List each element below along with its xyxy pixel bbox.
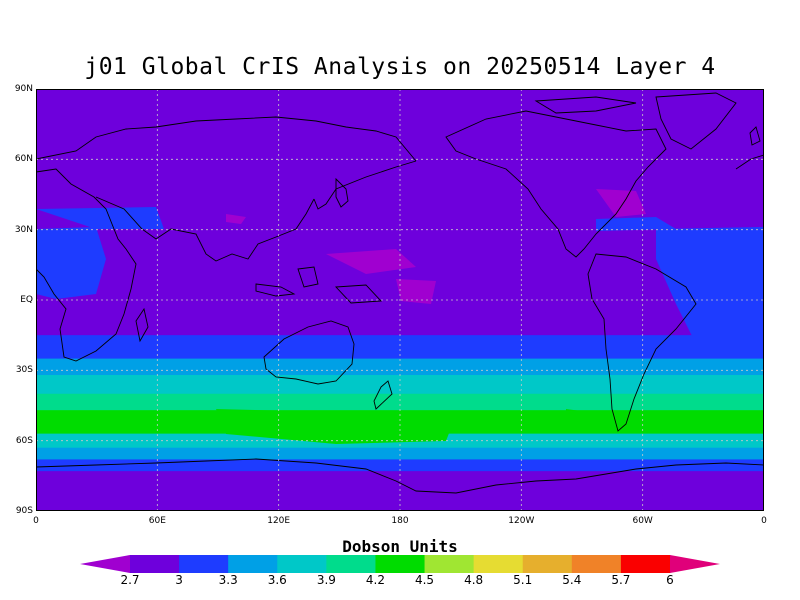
longitude-label: 0 — [33, 516, 39, 526]
latitude-label: EQ — [20, 295, 33, 305]
chart-title: j01 Global CrIS Analysis on 20250514 Lay… — [84, 54, 716, 80]
colorbar-low-arrow — [80, 555, 130, 573]
colorbar-title: Dobson Units — [342, 537, 458, 556]
ozone-patch — [326, 249, 416, 274]
colorbar-swatch — [522, 555, 573, 573]
colorbar-tick-label: 5.7 — [611, 573, 631, 587]
coastline-north-america — [445, 110, 667, 258]
map-plot-area — [36, 89, 764, 511]
coastlines — [36, 92, 764, 494]
coastline-indonesia — [255, 283, 296, 297]
latitude-label: 90N — [14, 84, 33, 94]
coastline-arctic-islands — [534, 96, 637, 114]
colorbar-tick-label: 4.2 — [365, 573, 385, 587]
colorbar-tick-label: 4.8 — [464, 573, 484, 587]
colorbar-swatch — [620, 555, 671, 573]
map-gridlines — [36, 89, 764, 511]
ozone-patch — [596, 217, 676, 231]
ozone-patch — [226, 214, 246, 224]
colorbar-swatch — [375, 555, 426, 573]
colorbar-tick-label: 6 — [666, 573, 674, 587]
ozone-patch — [396, 279, 436, 304]
coastline-asia-south — [95, 196, 315, 262]
coastline-australia — [263, 320, 355, 385]
colorbar-tick-label: 5.1 — [513, 573, 533, 587]
latitude-label: 60N — [14, 154, 33, 165]
longitude-label: 60W — [632, 516, 653, 526]
colorbar-tick-label: 3 — [175, 573, 183, 587]
ozone-band — [36, 447, 764, 460]
ozone-band — [36, 393, 764, 411]
ozone-patch — [36, 207, 164, 229]
ozone-patch — [566, 409, 581, 419]
longitude-label: 60E — [148, 516, 166, 526]
colorbar-swatch — [228, 555, 278, 573]
coastline-madagascar — [135, 307, 149, 343]
map-border — [36, 89, 764, 511]
ozone-patch — [216, 409, 456, 444]
ozone-patches — [36, 189, 764, 444]
coastline-uk — [749, 126, 761, 146]
latitude-label: 90S — [15, 506, 33, 516]
colorbar-tick-label: 3.6 — [267, 573, 287, 587]
colorbar-tick-label: 3.9 — [316, 573, 336, 587]
colorbar-swatch — [130, 555, 180, 573]
colorbar-tick-label: 2.7 — [120, 573, 140, 587]
colorbar-swatch — [326, 555, 376, 573]
colorbar-swatch — [424, 555, 475, 573]
latitude-label: 30N — [14, 224, 33, 235]
ozone-band — [36, 217, 764, 238]
ozone-band — [36, 335, 764, 360]
colorbar-tick-label: 4.5 — [414, 573, 435, 587]
longitude-label: 120W — [508, 516, 535, 526]
longitude-label: 0 — [761, 516, 767, 526]
ozone-patch — [36, 227, 106, 299]
coastline-new-zealand — [373, 380, 393, 410]
colorbar-swatch — [571, 555, 622, 573]
latitude-label: 60S — [15, 435, 33, 446]
coastline-japan — [335, 177, 349, 208]
ozone-map — [36, 89, 764, 511]
coastline-borneo — [297, 266, 319, 288]
colorbar-high-arrow — [670, 555, 720, 573]
colorbar-tick-label: 5.4 — [562, 573, 582, 587]
coastline-antarctica — [36, 458, 764, 494]
coastline-greenland — [655, 92, 737, 150]
colorbar-swatch — [473, 555, 524, 573]
colorbar-swatch — [179, 555, 229, 573]
colorbar-tick-label: 3.3 — [218, 573, 238, 587]
colorbar — [80, 555, 720, 573]
ozone-patch — [656, 227, 764, 344]
ozone-patch — [736, 411, 764, 421]
ozone-band — [36, 358, 764, 376]
coastline-new-guinea — [335, 284, 382, 304]
coastline-eurasia-north — [36, 116, 417, 162]
latitude-label: 30S — [15, 365, 33, 376]
coastline-south-america — [587, 253, 697, 432]
coastline-africa — [36, 168, 137, 362]
longitude-label: 120E — [267, 516, 291, 526]
colorbar-swatch — [277, 555, 327, 573]
ozone-patch — [596, 189, 646, 217]
longitude-label: 180 — [391, 516, 409, 526]
